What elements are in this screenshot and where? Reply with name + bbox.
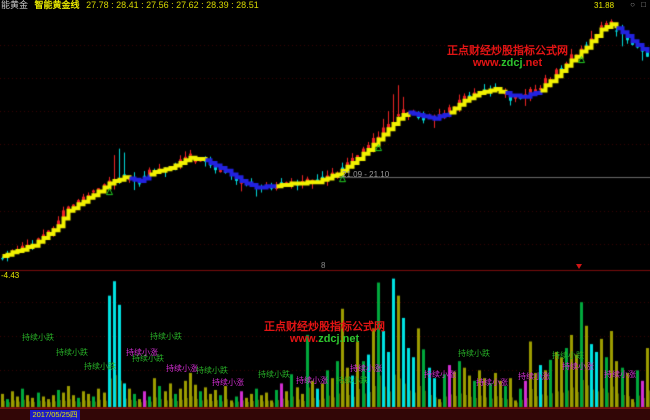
- volume-tag-g: 持续小跌: [258, 370, 290, 379]
- volume-tag-m: 持续小涨: [350, 364, 382, 373]
- indicator-values: 27.78 : 28.41 : 27.56 : 27.62 : 28.39 : …: [86, 0, 259, 10]
- volume-tag-m: 持续小涨: [424, 370, 456, 379]
- volume-tag-g: 持续小跌: [150, 332, 182, 341]
- watermark-text: 正点财经炒股指标公式网: [264, 321, 385, 333]
- divider-marker-icon: [576, 264, 582, 269]
- volume-tag-m: 持续小涨: [212, 378, 244, 387]
- volume-tag-g: 持续小跌: [458, 349, 490, 358]
- watermark-text: 正点财经炒股指标公式网: [447, 45, 568, 57]
- window-controls: ○ □: [630, 1, 648, 9]
- volume-tag-m: 持续小涨: [562, 362, 594, 371]
- watermark-url-www: www.: [289, 333, 319, 345]
- volume-tag-m: 持续小涨: [126, 348, 158, 357]
- volume-tag-g: 持续小跌: [84, 362, 116, 371]
- volume-tag-m: 持续小涨: [518, 372, 550, 381]
- volume-tag-g: 持续小跌: [132, 354, 164, 363]
- x-axis-label: 8: [321, 261, 326, 270]
- circle-icon[interactable]: ○: [630, 0, 637, 9]
- volume-tag-g: 持续小跌: [56, 348, 88, 357]
- square-icon[interactable]: □: [641, 0, 648, 9]
- volume-tag-m: 持续小涨: [476, 378, 508, 387]
- volume-tag-g: 持续小跌: [336, 376, 368, 385]
- volume-tag-g: 持续小跌: [552, 351, 584, 360]
- indicator-line-name: 智能黄金线: [34, 0, 80, 10]
- watermark-url-rest: zdcj.net: [318, 333, 360, 345]
- watermark-panel1: 正点财经炒股指标公式网 www.zdcj.net: [447, 46, 568, 69]
- panel2-value-label: -4.43: [1, 271, 20, 280]
- volume-tag-m: 持续小涨: [604, 370, 636, 379]
- indicator-name: 能黄金: [1, 0, 29, 10]
- watermark-url-mid: zdcj: [501, 57, 523, 69]
- volume-tag-m: 持续小涨: [166, 364, 198, 373]
- watermark-url-www: www.: [472, 57, 502, 69]
- volume-tag-m: 持续小涨: [296, 376, 328, 385]
- watermark-url: www.zdcj.net: [447, 58, 568, 69]
- watermark-url-tail: .net: [522, 57, 543, 69]
- volume-tag-g: 持续小跌: [196, 366, 228, 375]
- indicator-header: 能黄金 智能黄金线 27.78 : 28.41 : 27.56 : 27.62 …: [1, 1, 259, 10]
- watermark-panel2: 正点财经炒股指标公式网 www.zdcj.net: [264, 322, 385, 345]
- status-bar: 2017/05/25四: [0, 408, 650, 420]
- volume-tag-g: 持续小跌: [22, 333, 54, 342]
- watermark-url: www.zdcj.net: [264, 334, 385, 345]
- peak-price-label: 31.88: [594, 1, 615, 10]
- date-box: 2017/05/25四: [30, 410, 80, 420]
- gap-price-label: 21.09 - 21.10: [342, 170, 390, 179]
